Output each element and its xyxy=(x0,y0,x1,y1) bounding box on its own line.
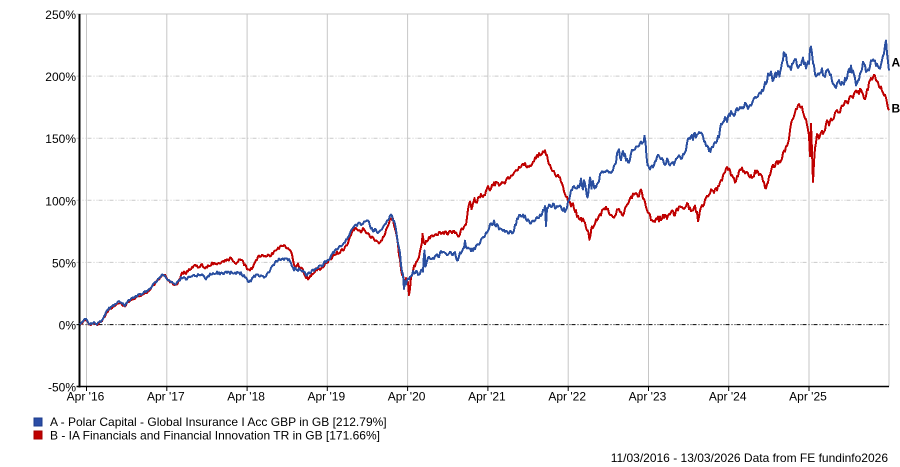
svg-text:Apr '23: Apr '23 xyxy=(629,390,667,404)
svg-text:B - IA Financials and Financia: B - IA Financials and Financial Innovati… xyxy=(50,429,380,443)
svg-text:Apr '16: Apr '16 xyxy=(67,390,105,404)
svg-text:Apr '24: Apr '24 xyxy=(709,390,747,404)
svg-text:Apr '20: Apr '20 xyxy=(388,390,426,404)
svg-text:Apr '21: Apr '21 xyxy=(468,390,506,404)
svg-text:A - Polar Capital - Global Ins: A - Polar Capital - Global Insurance I A… xyxy=(50,415,387,429)
svg-text:-50%: -50% xyxy=(48,381,76,395)
svg-text:B: B xyxy=(892,102,900,116)
svg-text:Apr '25: Apr '25 xyxy=(789,390,827,404)
svg-text:11/03/2016 - 13/03/2026 Data f: 11/03/2016 - 13/03/2026 Data from FE fun… xyxy=(611,451,889,465)
svg-text:100%: 100% xyxy=(45,194,76,208)
svg-text:A: A xyxy=(892,56,900,70)
svg-text:Apr '19: Apr '19 xyxy=(307,390,345,404)
svg-text:250%: 250% xyxy=(45,8,76,22)
svg-text:50%: 50% xyxy=(52,256,76,270)
svg-text:0%: 0% xyxy=(59,319,77,333)
svg-text:200%: 200% xyxy=(45,70,76,84)
svg-text:150%: 150% xyxy=(45,132,76,146)
svg-text:Apr '22: Apr '22 xyxy=(548,390,586,404)
svg-text:Apr '18: Apr '18 xyxy=(227,390,265,404)
svg-text:Apr '17: Apr '17 xyxy=(147,390,185,404)
